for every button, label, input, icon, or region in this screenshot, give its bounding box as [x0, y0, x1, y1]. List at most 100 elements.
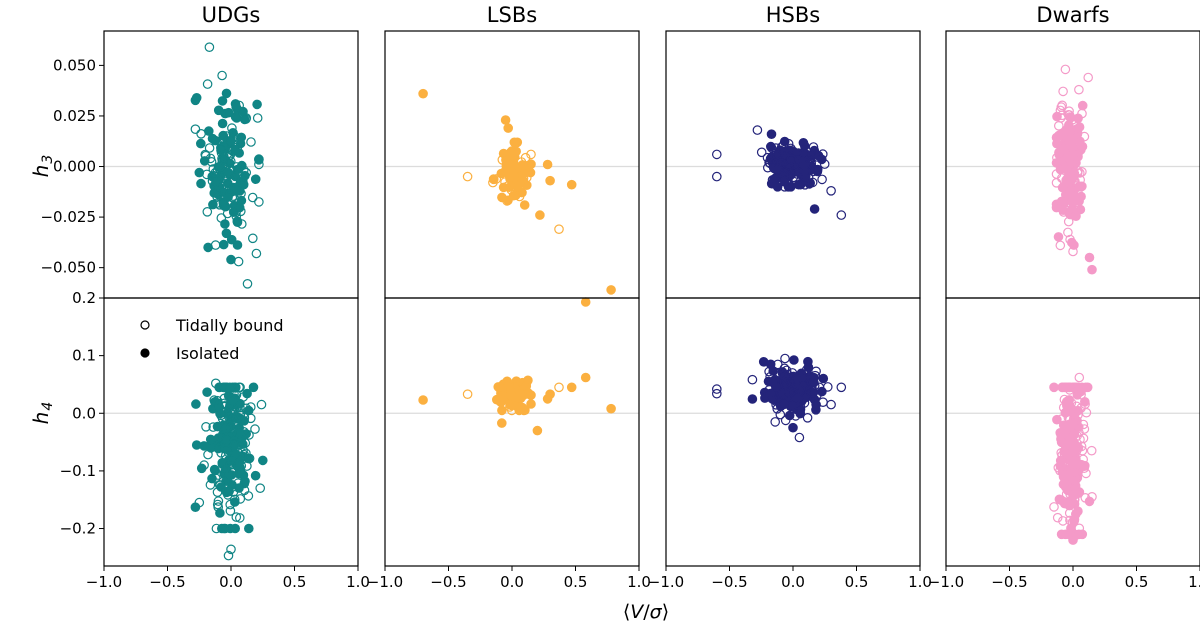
data-point-tidally-bound: [786, 154, 797, 164]
data-point-tidally-bound: [1069, 515, 1079, 526]
data-point-tidally-bound: [1063, 216, 1074, 227]
data-point-isolated: [1067, 197, 1078, 208]
data-point-tidally-bound: [1051, 178, 1062, 188]
x-tick-label: −1.0: [86, 573, 122, 591]
data-point-tidally-bound: [1049, 502, 1059, 512]
x-tick-label: 1.0: [627, 573, 651, 591]
data-point-isolated: [212, 421, 223, 432]
data-point-tidally-bound: [1058, 516, 1068, 526]
data-point-tidally-bound: [711, 149, 722, 160]
x-tick-label: 0.0: [219, 573, 243, 591]
data-point-isolated: [1056, 437, 1067, 448]
y-tick-label: 0.2: [72, 289, 96, 307]
data-point-isolated: [816, 154, 827, 165]
data-point-tidally-bound: [227, 123, 237, 133]
data-point-isolated: [1075, 136, 1085, 147]
data-point-isolated: [191, 399, 201, 409]
data-point-isolated: [1064, 395, 1075, 405]
data-point-tidally-bound: [1056, 102, 1067, 112]
data-point-isolated: [221, 88, 232, 99]
data-point-tidally-bound: [196, 129, 206, 139]
data-point-isolated: [234, 202, 245, 213]
panel-udgs-h4: 0.2 0.1 0.0 −0.1 −0.2 −1.0 −0.5 0.0 0.5 1.0: [60, 289, 370, 591]
data-point-isolated: [217, 523, 227, 534]
y-tick-label: −0.050: [40, 259, 96, 277]
data-point-isolated: [1059, 382, 1070, 393]
data-point-tidally-bound: [1058, 86, 1068, 97]
data-point-tidally-bound: [1070, 530, 1081, 541]
data-point-isolated: [225, 382, 235, 393]
data-point-tidally-bound: [190, 124, 201, 134]
panel-hsbs-h3: [665, 30, 921, 299]
x-tick-label: 0.5: [564, 573, 588, 591]
data-point-isolated: [196, 138, 206, 149]
x-tick-label: 0.0: [781, 573, 805, 591]
data-point-isolated: [1068, 535, 1078, 545]
data-point-tidally-bound: [244, 430, 254, 440]
data-point-isolated: [250, 470, 261, 481]
data-point-tidally-bound: [212, 191, 222, 202]
data-point-tidally-bound: [811, 165, 822, 175]
y-tick-label: 0.0: [72, 404, 96, 422]
data-point-tidally-bound: [1077, 445, 1088, 456]
data-point-isolated: [1080, 396, 1090, 407]
data-point-tidally-bound: [238, 445, 248, 455]
data-point-isolated: [248, 382, 259, 393]
data-point-isolated: [1049, 382, 1059, 393]
data-point-tidally-bound: [554, 382, 564, 393]
data-point-isolated: [1069, 429, 1080, 440]
data-point-isolated: [779, 136, 790, 147]
data-point-tidally-bound: [204, 42, 215, 52]
data-point-tidally-bound: [1054, 121, 1064, 131]
data-point-isolated: [205, 434, 216, 445]
data-point-tidally-bound: [1086, 445, 1097, 456]
x-tick-label: 0.0: [1061, 573, 1085, 591]
data-point-isolated: [418, 395, 428, 405]
y-tick-label: −0.2: [60, 520, 96, 538]
data-point-isolated: [580, 297, 591, 307]
data-point-isolated: [1060, 427, 1071, 438]
data-point-tidally-bound: [241, 403, 251, 414]
data-point-tidally-bound: [1052, 512, 1063, 523]
data-point-tidally-bound: [213, 470, 223, 480]
data-point-isolated: [758, 356, 769, 367]
legend-marker-filled: [140, 348, 150, 358]
data-point-tidally-bound: [794, 432, 805, 443]
legend-label-isolated: Isolated: [176, 344, 239, 363]
data-point-isolated: [519, 200, 530, 210]
data-point-tidally-bound: [1058, 197, 1068, 208]
data-point-isolated: [580, 372, 591, 383]
data-point-isolated: [787, 401, 797, 411]
data-point-isolated: [521, 381, 532, 391]
data-point-isolated: [254, 154, 264, 164]
legend: Tidally bound Isolated: [140, 316, 284, 363]
data-point-isolated: [1054, 147, 1064, 158]
y-tick-label: −0.1: [60, 462, 96, 480]
data-point-tidally-bound: [780, 353, 790, 364]
y-axis-label-h3: h3: [29, 155, 56, 178]
data-point-isolated: [493, 382, 503, 392]
x-tick-label: −1.0: [367, 573, 403, 591]
data-point-tidally-bound: [201, 421, 211, 432]
data-point-isolated: [542, 159, 553, 170]
data-point-tidally-bound: [497, 155, 508, 165]
data-point-tidally-bound: [233, 412, 243, 422]
data-point-isolated: [1064, 500, 1075, 511]
data-point-tidally-bound: [1065, 184, 1076, 195]
data-point-tidally-bound: [214, 479, 225, 490]
data-point-tidally-bound: [242, 461, 252, 471]
data-point-tidally-bound: [1073, 382, 1083, 393]
data-point-tidally-bound: [226, 156, 236, 167]
data-point-isolated: [497, 405, 507, 416]
data-point-isolated: [1063, 154, 1074, 165]
panel-dwarfs-h3: [945, 30, 1200, 299]
data-point-tidally-bound: [205, 480, 216, 490]
data-point-isolated: [766, 129, 777, 139]
data-point-tidally-bound: [204, 143, 215, 153]
x-tick-label: −0.5: [430, 573, 466, 591]
data-point-isolated: [231, 113, 242, 123]
x-tick-label: 0.5: [283, 573, 307, 591]
data-point-tidally-bound: [826, 186, 836, 196]
data-point-tidally-bound: [248, 233, 258, 244]
data-point-tidally-bound: [217, 70, 227, 81]
